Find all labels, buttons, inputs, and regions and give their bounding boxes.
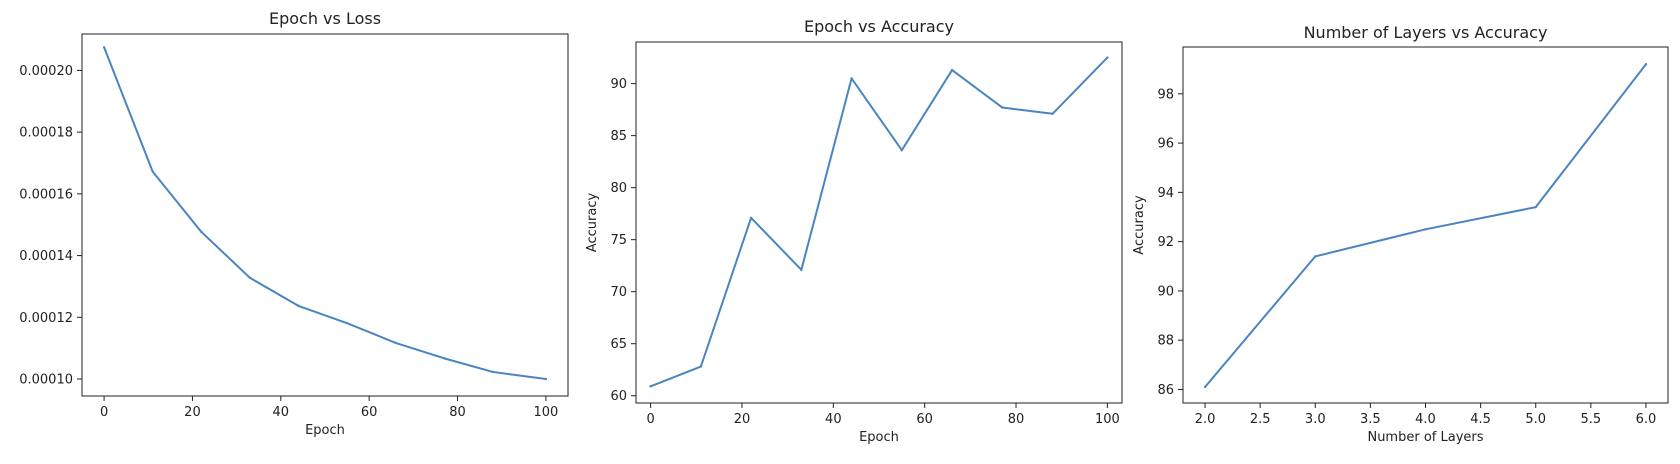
data-point — [1106, 56, 1109, 59]
series-line — [103, 46, 547, 381]
data-point — [1424, 228, 1427, 231]
data-point — [699, 365, 703, 368]
x-tick-label: 100 — [533, 405, 558, 420]
data-point — [248, 276, 252, 280]
y-tick-label: 96 — [1157, 137, 1174, 152]
data-point — [1051, 112, 1054, 115]
x-tick-label: 80 — [449, 405, 466, 420]
chart-2: Epoch vs Accuracy 0 20 40 60 80 100 60 65 70 75 80 8… — [585, 17, 1123, 445]
y-tick-label: 90 — [1157, 284, 1174, 299]
x-tick-label: 0 — [646, 412, 654, 427]
data-point — [800, 268, 803, 272]
data-point — [1644, 63, 1648, 66]
y-axis-label: Accuracy — [1132, 195, 1147, 255]
series-line — [1204, 63, 1647, 388]
data-point — [297, 304, 300, 308]
x-tick-label: 80 — [1008, 412, 1025, 427]
data-point — [443, 357, 446, 360]
chart-3: Number of Layers vs Accuracy 2.0 2.5 3.0 3.5… — [1132, 23, 1669, 445]
data-point — [544, 377, 548, 381]
y-tick-label: 0.00012 — [19, 311, 73, 326]
x-tick-label: 40 — [273, 405, 290, 420]
y-tick-label: 88 — [1157, 334, 1174, 349]
data-point — [151, 170, 154, 173]
x-tick-label: 4.0 — [1415, 412, 1436, 427]
y-tick-label: 90 — [610, 77, 627, 92]
data-point — [649, 385, 652, 388]
y-tick-label: 0.00020 — [19, 64, 73, 79]
x-tick-label: 20 — [184, 405, 201, 420]
x-axis-label: Epoch — [859, 430, 899, 445]
y-tick-label: 86 — [1157, 383, 1174, 398]
y-tick-label: 0.00018 — [19, 126, 73, 141]
data-point — [102, 46, 106, 49]
data-point — [1203, 385, 1207, 389]
x-tick-label: 100 — [1095, 412, 1120, 427]
data-point — [850, 77, 853, 80]
y-tick-label: 60 — [610, 389, 627, 404]
data-point — [1534, 205, 1537, 209]
y-tick-label: 98 — [1157, 87, 1174, 102]
y-tick-label: 65 — [610, 337, 627, 352]
y-tick-label: 0.00014 — [19, 249, 73, 264]
data-point — [491, 370, 495, 374]
axes-frame — [81, 33, 569, 397]
y-tick-label: 92 — [1157, 235, 1174, 250]
series-line — [649, 56, 1109, 388]
x-axis-label: Epoch — [305, 423, 345, 438]
x-tick-label: 5.0 — [1525, 412, 1546, 427]
data-point — [200, 230, 203, 234]
axes-frame — [1182, 46, 1669, 404]
axes-frame — [635, 41, 1123, 404]
x-tick-label: 0 — [100, 405, 108, 420]
x-tick-label: 60 — [916, 412, 933, 427]
x-tick-label: 5.5 — [1580, 412, 1601, 427]
chart-title: Number of Layers vs Accuracy — [1304, 23, 1548, 42]
y-tick-label: 0.00016 — [19, 187, 73, 202]
y-tick-label: 70 — [610, 285, 627, 300]
data-point — [749, 216, 753, 220]
x-tick-label: 6.0 — [1636, 412, 1657, 427]
data-point — [345, 321, 349, 325]
chart-1: Epoch vs Loss 0 20 40 60 80 100 0.00010 0.00012 0… — [19, 9, 569, 438]
data-point — [1314, 255, 1317, 258]
x-tick-label: 2.0 — [1195, 412, 1216, 427]
y-tick-label: 85 — [610, 129, 627, 144]
data-point — [1001, 106, 1004, 109]
y-tick-label: 94 — [1157, 186, 1174, 201]
x-tick-label: 4.5 — [1470, 412, 1491, 427]
x-tick-label: 3.0 — [1305, 412, 1326, 427]
x-tick-label: 60 — [361, 405, 378, 420]
y-tick-label: 75 — [610, 233, 627, 248]
x-tick-label: 20 — [734, 412, 751, 427]
x-tick-label: 3.5 — [1360, 412, 1381, 427]
y-axis-label: Accuracy — [585, 193, 600, 253]
x-tick-label: 2.5 — [1250, 412, 1271, 427]
x-axis-label: Number of Layers — [1367, 430, 1483, 445]
data-point — [900, 148, 904, 152]
data-point — [950, 68, 954, 72]
data-point — [394, 341, 397, 345]
chart-title: Epoch vs Loss — [269, 9, 381, 28]
x-tick-label: 40 — [825, 412, 842, 427]
y-tick-label: 0.00010 — [19, 373, 73, 388]
y-tick-label: 80 — [610, 181, 627, 196]
chart-title: Epoch vs Accuracy — [804, 17, 954, 36]
